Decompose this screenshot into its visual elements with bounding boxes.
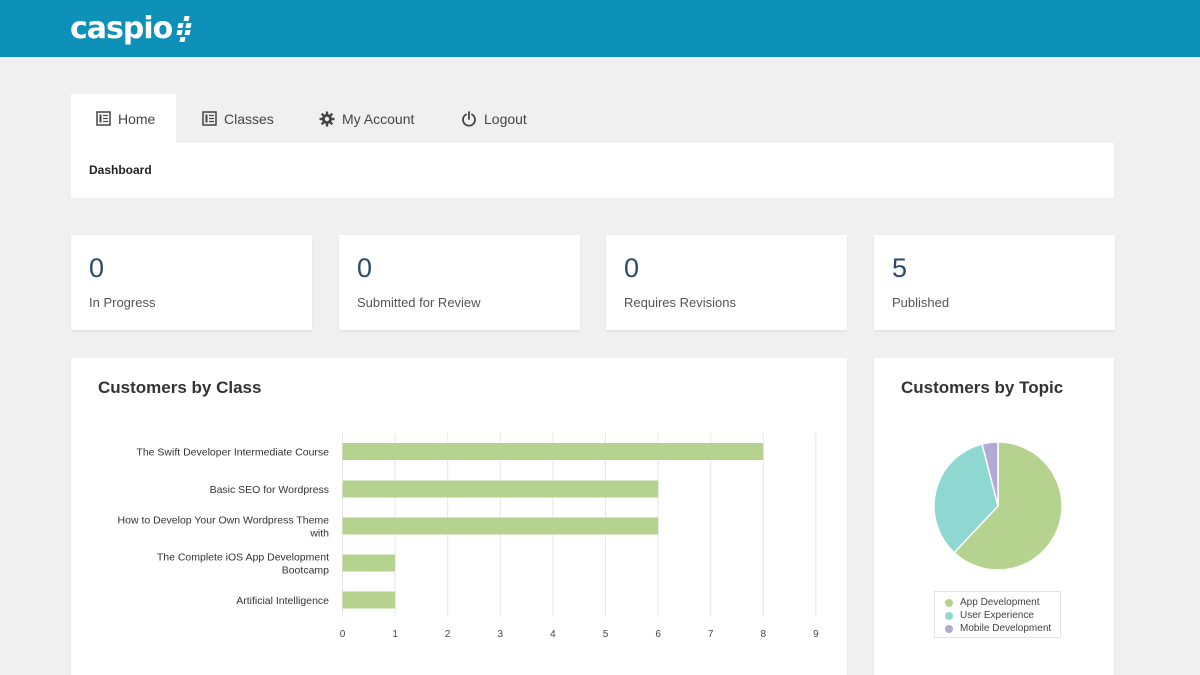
- caspio-logo[interactable]: caspio: [70, 10, 193, 46]
- stat-label: Submitted for Review: [357, 295, 481, 310]
- category-label: with: [309, 528, 329, 540]
- tab-home-label: Home: [118, 110, 156, 127]
- pie-legend: App Development User Experience Mobile D…: [934, 591, 1061, 638]
- tab-classes-label: Classes: [224, 110, 274, 127]
- x-tick-label: 1: [392, 629, 398, 640]
- x-tick-label: 3: [498, 629, 504, 640]
- legend-swatch: [945, 598, 953, 607]
- tab-logout[interactable]: Logout: [439, 94, 539, 143]
- stat-label: Requires Revisions: [624, 295, 736, 310]
- pie-slice[interactable]: [933, 443, 999, 554]
- stat-card-in-progress: 0 In Progress: [71, 235, 312, 330]
- x-tick-label: 9: [813, 629, 819, 640]
- bar[interactable]: [342, 480, 659, 498]
- breadcrumb: Dashboard: [71, 143, 1114, 198]
- legend-item: App Development: [945, 597, 1040, 608]
- stat-value: 0: [357, 253, 373, 283]
- category-label: Bootcamp: [282, 565, 329, 577]
- list-icon: [201, 111, 217, 127]
- category-label: The Complete iOS App Development: [157, 552, 329, 564]
- legend-label: User Experience: [960, 610, 1034, 621]
- tab-logout-label: Logout: [484, 110, 527, 127]
- stat-card-requires-revisions: 0 Requires Revisions: [606, 235, 847, 330]
- stat-value: 5: [892, 253, 908, 283]
- customers-by-class-panel: Customers by Class: [71, 358, 847, 675]
- category-label: How to Develop Your Own Wordpress Theme: [118, 515, 330, 527]
- bar[interactable]: [342, 517, 659, 535]
- legend-label: App Development: [960, 597, 1040, 608]
- stat-label: Published: [892, 295, 950, 310]
- x-tick-label: 0: [340, 629, 346, 640]
- panel-title: Customers by Class: [98, 378, 262, 397]
- bar[interactable]: [342, 443, 764, 460]
- stat-value: 0: [89, 253, 105, 283]
- legend-swatch: [945, 611, 953, 620]
- x-tick-label: 4: [550, 629, 556, 640]
- panel-title: Customers by Topic: [901, 378, 1064, 397]
- x-tick-label: 2: [445, 629, 451, 640]
- legend-label: Mobile Development: [960, 623, 1052, 634]
- tab-home[interactable]: Home: [71, 94, 176, 143]
- main-nav-tabs: Home Classes My Account Logout: [71, 94, 539, 143]
- stat-card-submitted-for-review: 0 Submitted for Review: [339, 235, 580, 330]
- breadcrumb-current: Dashboard: [89, 163, 152, 177]
- stat-value: 0: [624, 253, 640, 283]
- gear-icon: [319, 111, 335, 127]
- x-tick-label: 6: [655, 629, 661, 640]
- category-label: Basic SEO for Wordpress: [210, 484, 329, 496]
- x-tick-label: 5: [603, 629, 609, 640]
- list-icon: [95, 111, 111, 127]
- logo-text: caspio: [70, 10, 173, 46]
- tab-my-account[interactable]: My Account: [296, 94, 439, 143]
- pie-slice[interactable]: [981, 441, 999, 507]
- bar[interactable]: [342, 591, 396, 609]
- stat-card-published: 5 Published: [874, 235, 1115, 330]
- stat-label: In Progress: [89, 295, 156, 310]
- tab-classes[interactable]: Classes: [176, 94, 296, 143]
- pie-slice[interactable]: [953, 441, 1063, 571]
- legend-item: User Experience: [945, 610, 1034, 621]
- power-icon: [461, 110, 477, 127]
- app-header: caspio: [0, 0, 1200, 57]
- legend-swatch: [945, 624, 953, 633]
- x-tick-label: 8: [761, 629, 767, 640]
- bar[interactable]: [342, 554, 396, 572]
- category-label: Artificial Intelligence: [236, 595, 329, 607]
- category-label: The Swift Developer Intermediate Course: [136, 447, 329, 459]
- x-tick-label: 7: [708, 629, 714, 640]
- legend-item: Mobile Development: [945, 623, 1051, 634]
- tab-my-account-label: My Account: [342, 110, 415, 127]
